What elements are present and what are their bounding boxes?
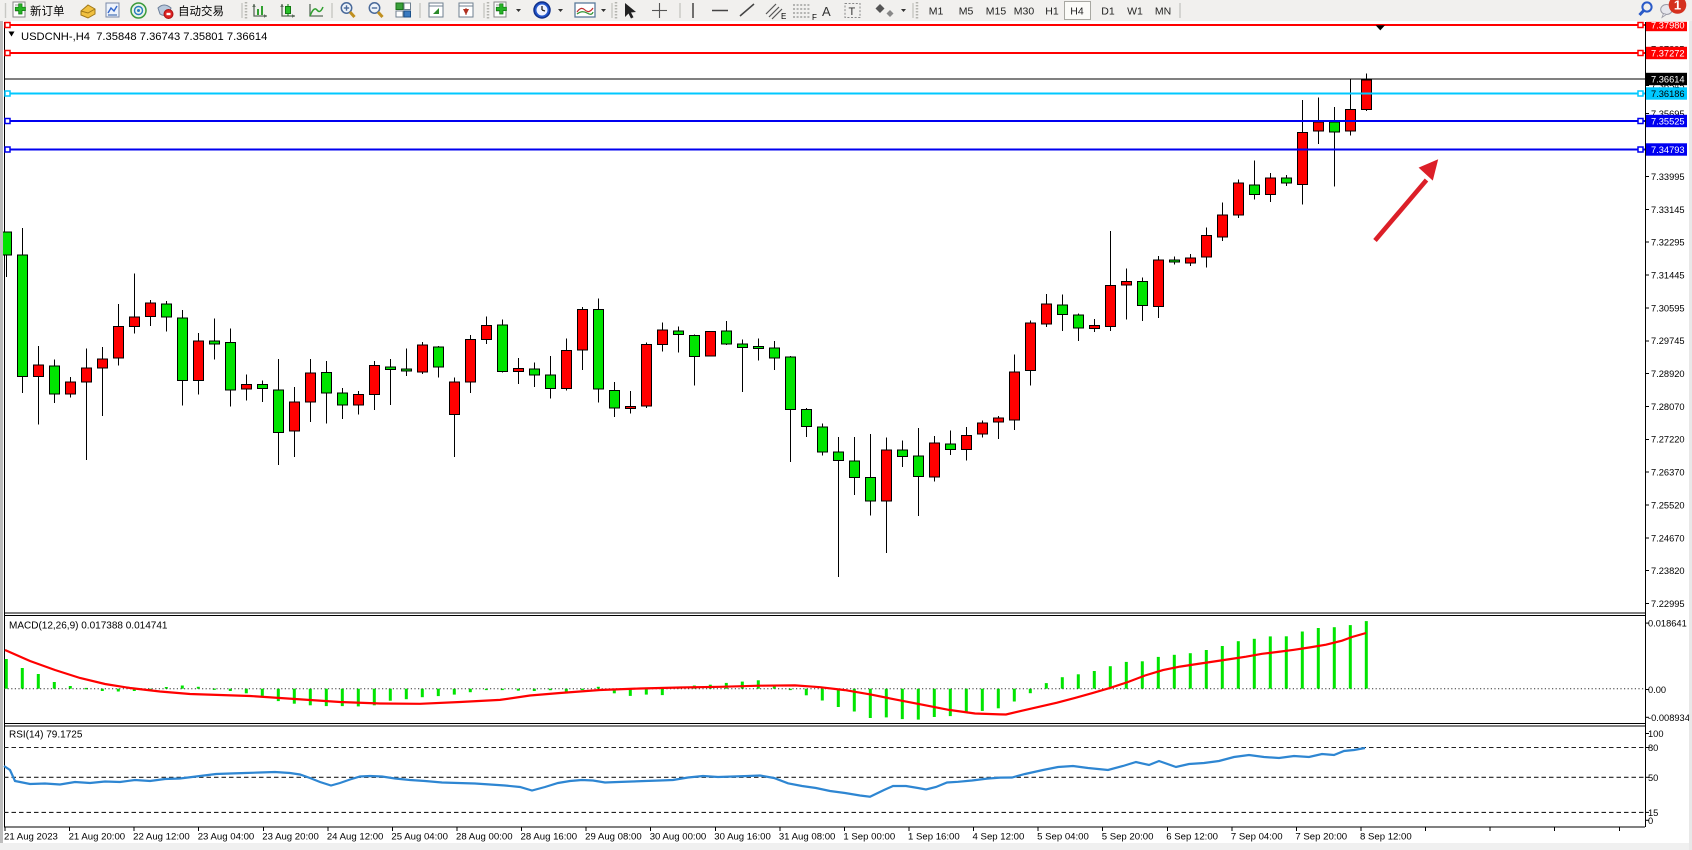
svg-text:7.37980: 7.37980 (1651, 21, 1685, 31)
svg-text:7.24670: 7.24670 (1651, 533, 1685, 543)
svg-text:M5: M5 (959, 6, 974, 18)
svg-text:6 Sep 12:00: 6 Sep 12:00 (1166, 832, 1218, 843)
svg-text:1: 1 (1674, 0, 1681, 13)
svg-text:21 Aug 20:00: 21 Aug 20:00 (69, 832, 126, 843)
svg-text:21 Aug 2023: 21 Aug 2023 (4, 832, 58, 843)
svg-text:7.30595: 7.30595 (1651, 303, 1685, 313)
svg-text:7.36614: 7.36614 (1651, 75, 1685, 85)
svg-text:8 Sep 12:00: 8 Sep 12:00 (1360, 832, 1412, 843)
svg-text:7.35525: 7.35525 (1651, 117, 1685, 127)
svg-text:24 Aug 12:00: 24 Aug 12:00 (327, 832, 384, 843)
svg-text:7.29745: 7.29745 (1651, 336, 1685, 346)
svg-text:28 Aug 16:00: 28 Aug 16:00 (521, 832, 578, 843)
svg-text:自动交易: 自动交易 (178, 4, 224, 18)
svg-text:28 Aug 00:00: 28 Aug 00:00 (456, 832, 513, 843)
svg-text:H1: H1 (1045, 6, 1059, 18)
svg-text:0: 0 (1648, 816, 1653, 826)
svg-text:23 Aug 04:00: 23 Aug 04:00 (198, 832, 255, 843)
svg-text:7.25520: 7.25520 (1651, 500, 1685, 510)
svg-text:7.33995: 7.33995 (1651, 172, 1685, 182)
svg-text:MN: MN (1155, 6, 1171, 18)
svg-text:1 Sep 16:00: 1 Sep 16:00 (908, 832, 960, 843)
svg-text:25 Aug 04:00: 25 Aug 04:00 (391, 832, 448, 843)
svg-text:50: 50 (1648, 773, 1658, 783)
svg-text:31 Aug 08:00: 31 Aug 08:00 (779, 832, 836, 843)
svg-text:D1: D1 (1101, 6, 1115, 18)
svg-text:7.28920: 7.28920 (1651, 369, 1685, 379)
svg-text:100: 100 (1648, 729, 1664, 739)
svg-text:7.31445: 7.31445 (1651, 270, 1685, 280)
svg-text:15: 15 (1648, 808, 1658, 818)
svg-text:7.35695: 7.35695 (1651, 109, 1685, 119)
svg-text:80: 80 (1648, 743, 1658, 753)
svg-text:7.36186: 7.36186 (1651, 89, 1685, 99)
svg-text:0.00: 0.00 (1648, 685, 1666, 695)
svg-text:RSI(14) 79.1725: RSI(14) 79.1725 (9, 730, 83, 741)
svg-text:7.32295: 7.32295 (1651, 238, 1685, 248)
svg-text:0.018641: 0.018641 (1648, 619, 1687, 629)
svg-text:M30: M30 (1014, 6, 1035, 18)
svg-text:7.36545: 7.36545 (1651, 81, 1685, 91)
svg-text:7.27220: 7.27220 (1651, 435, 1685, 445)
svg-text:E: E (781, 12, 786, 21)
svg-text:MACD(12,26,9) 0.017388 0.01474: MACD(12,26,9) 0.017388 0.014741 (9, 621, 168, 632)
svg-text:7.26370: 7.26370 (1651, 468, 1685, 478)
svg-text:M1: M1 (929, 6, 944, 18)
svg-text:7.22995: 7.22995 (1651, 599, 1685, 609)
svg-text:22 Aug 12:00: 22 Aug 12:00 (133, 832, 190, 843)
svg-text:5 Sep 04:00: 5 Sep 04:00 (1037, 832, 1089, 843)
svg-text:USDCNH-,H4 7.35848 7.36743 7.: USDCNH-,H4 7.35848 7.36743 7.35801 7.366… (21, 31, 267, 43)
svg-text:1 Sep 00:00: 1 Sep 00:00 (843, 832, 895, 843)
svg-text:W1: W1 (1127, 6, 1143, 18)
svg-text:7.33145: 7.33145 (1651, 205, 1685, 215)
svg-text:新订单: 新订单 (30, 4, 65, 18)
svg-text:T: T (849, 6, 856, 18)
svg-text:7.34793: 7.34793 (1651, 145, 1685, 155)
svg-text:7.37272: 7.37272 (1651, 49, 1685, 59)
svg-text:A: A (822, 4, 831, 19)
svg-text:H4: H4 (1070, 6, 1084, 18)
svg-text:5 Sep 20:00: 5 Sep 20:00 (1102, 832, 1154, 843)
svg-text:-0.008934: -0.008934 (1648, 713, 1690, 723)
svg-text:4 Sep 12:00: 4 Sep 12:00 (973, 832, 1025, 843)
svg-text:M15: M15 (986, 6, 1007, 18)
svg-text:30 Aug 00:00: 30 Aug 00:00 (650, 832, 707, 843)
svg-text:7 Sep 20:00: 7 Sep 20:00 (1295, 832, 1347, 843)
svg-text:30 Aug 16:00: 30 Aug 16:00 (714, 832, 771, 843)
svg-text:7.28070: 7.28070 (1651, 402, 1685, 412)
svg-text:F: F (812, 13, 817, 21)
svg-text:23 Aug 20:00: 23 Aug 20:00 (262, 832, 319, 843)
svg-text:7.23820: 7.23820 (1651, 566, 1685, 576)
svg-text:7 Sep 04:00: 7 Sep 04:00 (1231, 832, 1283, 843)
svg-text:29 Aug 08:00: 29 Aug 08:00 (585, 832, 642, 843)
